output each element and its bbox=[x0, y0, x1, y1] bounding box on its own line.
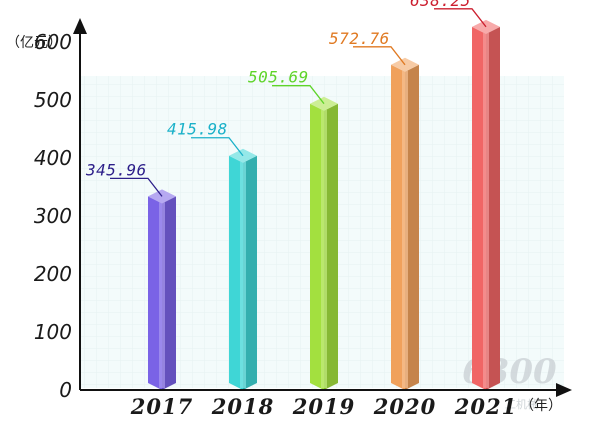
bar bbox=[391, 57, 419, 391]
y-tick-label: 500 bbox=[34, 88, 72, 112]
data-label-leader bbox=[272, 85, 325, 105]
bar-highlight bbox=[240, 161, 246, 388]
data-label: 345.96 bbox=[85, 160, 147, 179]
data-label: 415.98 bbox=[167, 120, 228, 139]
bar-highlight bbox=[483, 32, 489, 388]
bar-left-face bbox=[310, 103, 324, 390]
bar-left-face bbox=[391, 64, 405, 391]
data-label-leader bbox=[434, 8, 487, 28]
x-tick-label: 2018 bbox=[211, 394, 274, 419]
y-tick-label: 200 bbox=[34, 262, 72, 286]
x-tick-label: 2020 bbox=[373, 394, 436, 419]
x-axis-arrow-icon bbox=[556, 383, 572, 397]
data-label: 505.69 bbox=[248, 68, 309, 87]
bar bbox=[148, 189, 176, 390]
y-tick-label: 400 bbox=[34, 146, 72, 170]
bar-left-face bbox=[472, 26, 486, 390]
y-tick-label: 0 bbox=[59, 378, 72, 402]
data-label: 638.25 bbox=[410, 0, 471, 10]
y-tick-labels: 0 100 200 300 400 500 600 bbox=[34, 30, 72, 402]
data-label-leader bbox=[353, 46, 406, 66]
bar bbox=[310, 96, 338, 390]
x-tick-label: 2019 bbox=[292, 394, 355, 419]
x-tick-label: 2021 bbox=[454, 394, 517, 419]
bar-left-face bbox=[148, 196, 162, 390]
bar bbox=[229, 148, 257, 390]
bars-group bbox=[148, 19, 500, 391]
axes bbox=[73, 18, 572, 397]
y-tick-label: 300 bbox=[34, 204, 72, 228]
x-tick-labels: 2017 2018 2019 2020 2021 bbox=[130, 394, 517, 419]
y-axis-arrow-icon bbox=[73, 18, 87, 34]
data-labels-group: 345.96 415.98 505.69 572.76 638.25 bbox=[85, 0, 487, 197]
data-label-leader bbox=[191, 137, 244, 157]
bar-right-face bbox=[243, 155, 257, 390]
y-axis-unit-label: （亿元） bbox=[6, 35, 62, 51]
bar-highlight bbox=[402, 70, 408, 389]
bar-right-face bbox=[405, 64, 419, 391]
bar-left-face bbox=[229, 155, 243, 390]
bar-right-face bbox=[324, 103, 338, 390]
y-tick-label: 600 bbox=[34, 30, 72, 54]
y-tick-label: 100 bbox=[34, 320, 72, 344]
data-label-leader bbox=[110, 177, 163, 197]
x-axis-unit-label: （年） bbox=[520, 398, 562, 414]
data-label: 572.76 bbox=[329, 29, 390, 48]
x-tick-label: 2017 bbox=[130, 394, 193, 419]
bar-highlight bbox=[321, 109, 327, 388]
bar bbox=[472, 19, 500, 390]
bar-right-face bbox=[162, 196, 176, 390]
bar-highlight bbox=[159, 202, 165, 388]
watermark-text: 工机械 bbox=[505, 397, 538, 411]
bar-right-face bbox=[486, 26, 500, 390]
